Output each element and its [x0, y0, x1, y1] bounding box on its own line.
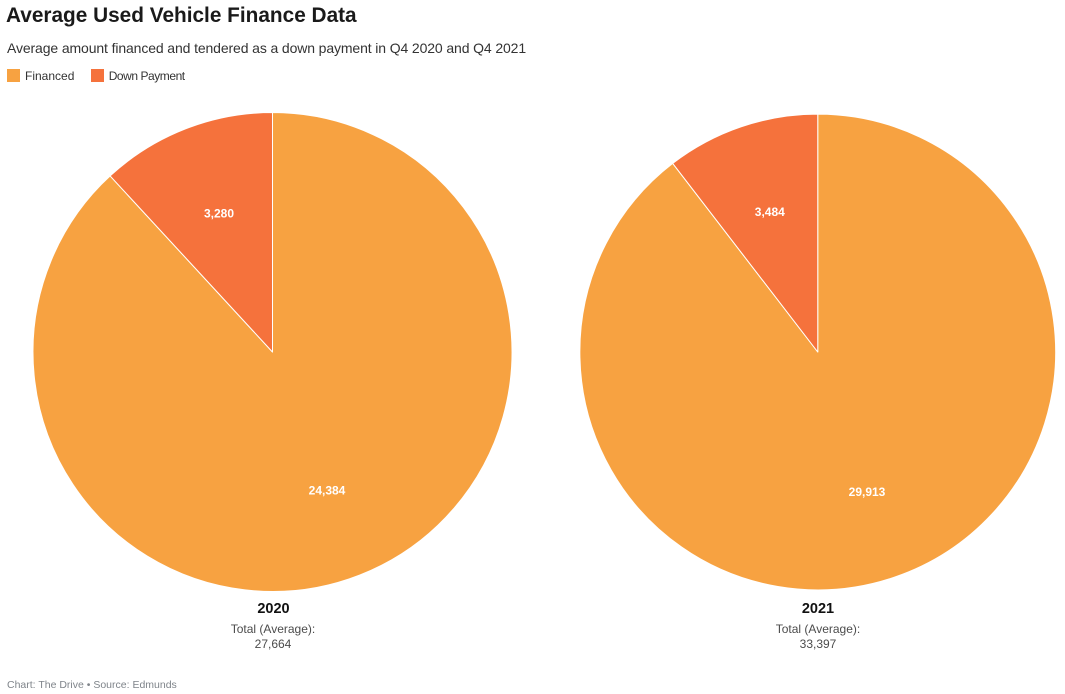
- svg-text:24,384: 24,384: [309, 483, 346, 497]
- svg-text:3,484: 3,484: [755, 205, 785, 219]
- svg-text:3,280: 3,280: [204, 206, 234, 220]
- svg-text:29,913: 29,913: [849, 485, 886, 499]
